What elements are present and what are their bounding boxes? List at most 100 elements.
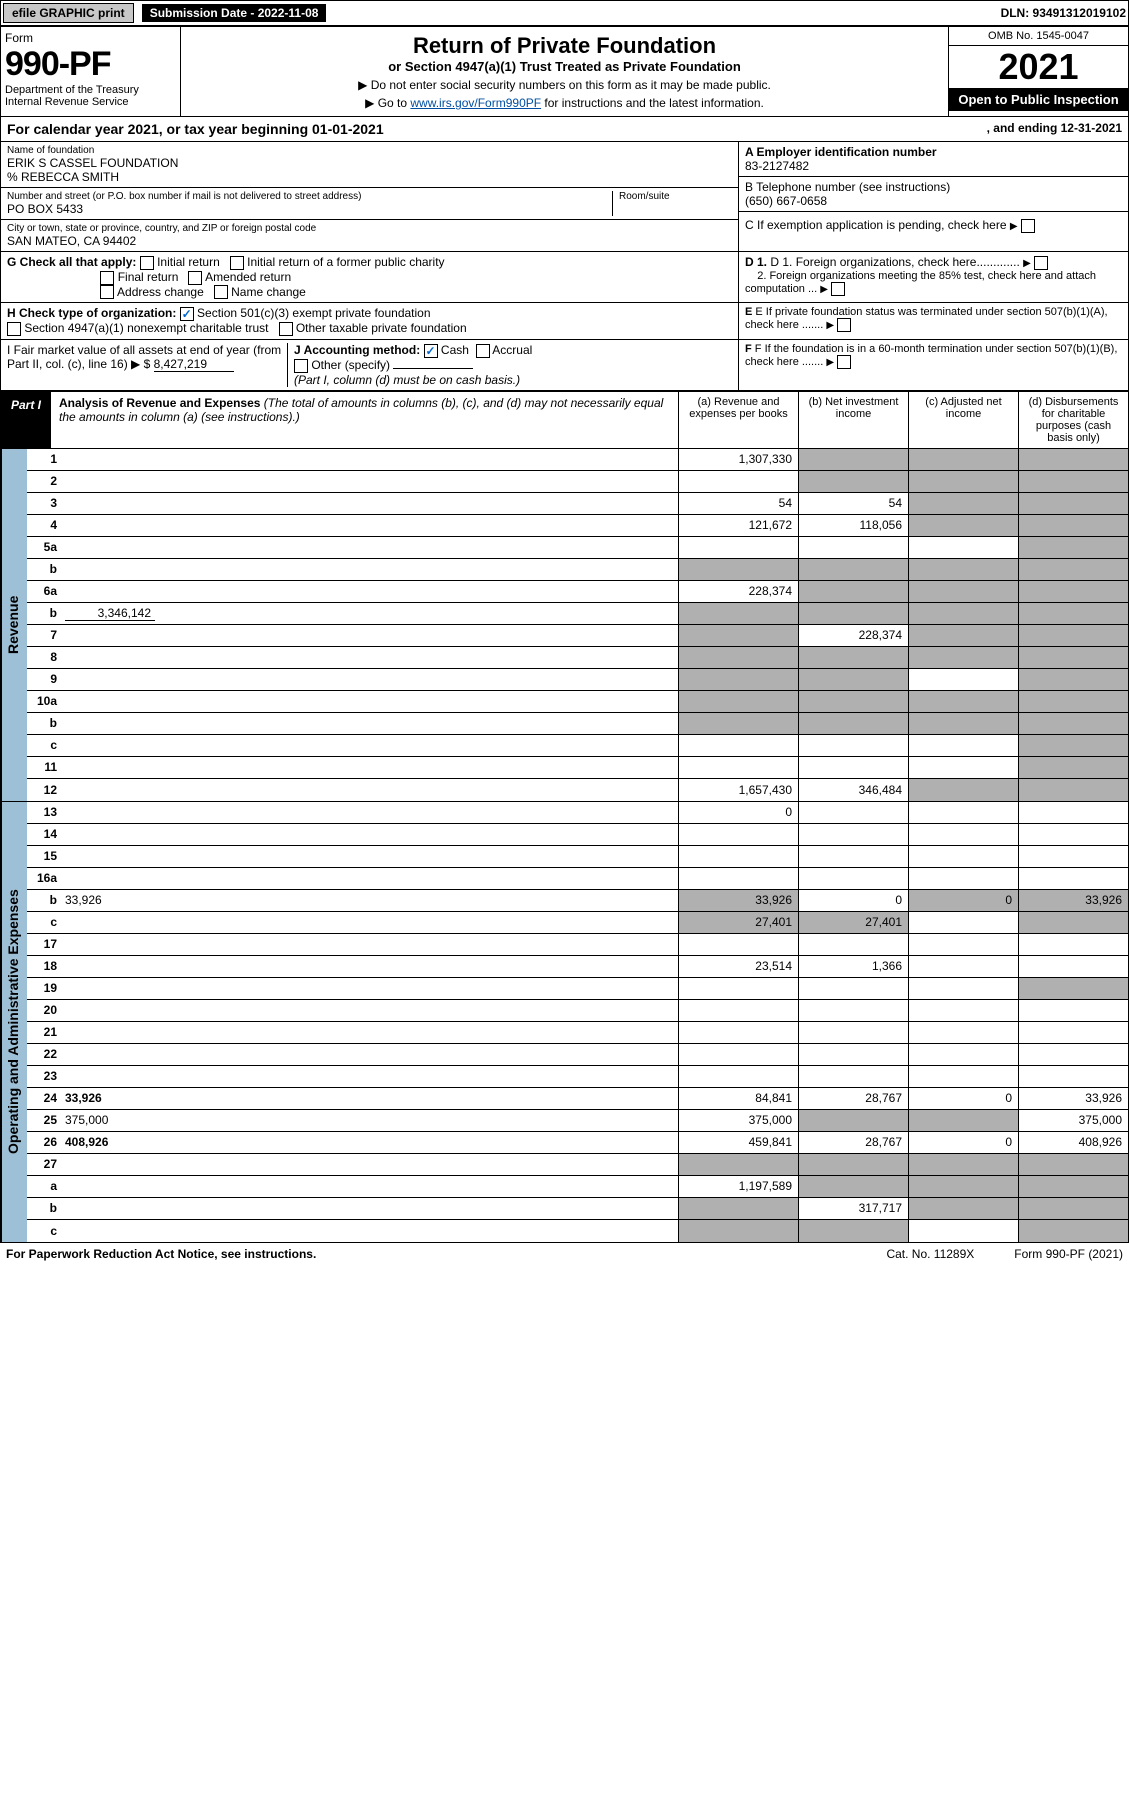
- subval: 3,346,142: [65, 606, 155, 621]
- rev-7-col-d: [1018, 625, 1128, 646]
- g-address: Address change: [117, 285, 204, 299]
- line-num: 26: [27, 1133, 61, 1151]
- tax-year: 2021: [949, 46, 1128, 88]
- exp-16a-col-d: [1018, 868, 1128, 889]
- name-change-chk[interactable]: [214, 285, 228, 299]
- instructions-link[interactable]: www.irs.gov/Form990PF: [410, 96, 541, 110]
- rev-9-col-a: [678, 669, 798, 690]
- exp-19-col-c: [908, 978, 1018, 999]
- rev-9-col-c: [908, 669, 1018, 690]
- rev-10a-col-a: [678, 691, 798, 712]
- c-checkbox[interactable]: [1021, 219, 1035, 233]
- address-change-chk[interactable]: [100, 285, 114, 299]
- exp-c-col-d: [1018, 912, 1128, 933]
- rev-c-col-c: [908, 735, 1018, 756]
- form-label: Form: [5, 31, 176, 45]
- h-501c3-chk[interactable]: [180, 307, 194, 321]
- i-label: I Fair market value of all assets at end…: [7, 343, 281, 371]
- h-4947: Section 4947(a)(1) nonexempt charitable …: [24, 321, 268, 335]
- exp-22-col-b: [798, 1044, 908, 1065]
- fmv-value: 8,427,219: [154, 357, 234, 372]
- exp-15-col-b: [798, 846, 908, 867]
- part1-label: Part I: [1, 392, 51, 448]
- line-num: b: [27, 604, 61, 622]
- exp-24-col-a: 84,841: [678, 1088, 798, 1109]
- line-num: 9: [27, 670, 61, 688]
- j-cash-chk[interactable]: [424, 344, 438, 358]
- efile-print-button[interactable]: efile GRAPHIC print: [3, 3, 134, 23]
- form-title: Return of Private Foundation: [187, 33, 942, 59]
- calendar-year-begin: For calendar year 2021, or tax year begi…: [1, 117, 981, 141]
- rev-8-col-c: [908, 647, 1018, 668]
- d2-chk[interactable]: [831, 282, 845, 296]
- line-num: 2: [27, 472, 61, 490]
- line-num: 12: [27, 781, 61, 799]
- exp-21-col-b: [798, 1022, 908, 1043]
- rev-3-col-a: 54: [678, 493, 798, 514]
- j-note: (Part I, column (d) must be on cash basi…: [294, 373, 520, 387]
- ein-label: A Employer identification number: [745, 145, 1122, 159]
- line-num: 6a: [27, 582, 61, 600]
- exp-line-23-desc: [61, 1074, 678, 1078]
- h-4947-chk[interactable]: [7, 322, 21, 336]
- rev-11-col-b: [798, 757, 908, 778]
- exp-20-col-a: [678, 1000, 798, 1021]
- rev-7-col-a: [678, 625, 798, 646]
- exp-25-col-d: 375,000: [1018, 1110, 1128, 1131]
- dept: Department of the Treasury Internal Reve…: [5, 84, 176, 108]
- initial-former-chk[interactable]: [230, 256, 244, 270]
- rev-3-col-c: [908, 493, 1018, 514]
- rev-4-col-b: 118,056: [798, 515, 908, 536]
- d1-chk[interactable]: [1034, 256, 1048, 270]
- exp-27-col-b: [798, 1154, 908, 1175]
- exp-14-col-d: [1018, 824, 1128, 845]
- exp-25-col-a: 375,000: [678, 1110, 798, 1131]
- exp-c-col-a: [678, 1220, 798, 1242]
- j-accrual-chk[interactable]: [476, 344, 490, 358]
- rev-b-col-b: [798, 713, 908, 734]
- note-ssn: ▶ Do not enter social security numbers o…: [187, 78, 942, 92]
- exp-a-col-b: [798, 1176, 908, 1197]
- exp-line-20-desc: [61, 1008, 678, 1012]
- col-a-hdr: (a) Revenue and expenses per books: [678, 392, 798, 448]
- exp-line-16a-desc: [61, 876, 678, 880]
- exp-16a-col-c: [908, 868, 1018, 889]
- rev-line-10a-desc: [61, 699, 678, 703]
- line-num: b: [27, 560, 61, 578]
- rev-10a-col-c: [908, 691, 1018, 712]
- form-subtitle: or Section 4947(a)(1) Trust Treated as P…: [187, 59, 942, 74]
- rev-b-col-c: [908, 603, 1018, 624]
- rev-b-col-d: [1018, 713, 1128, 734]
- exp-20-col-d: [1018, 1000, 1128, 1021]
- exp-a-col-a: 1,197,589: [678, 1176, 798, 1197]
- final-return-chk[interactable]: [100, 271, 114, 285]
- line-num: b: [27, 891, 61, 909]
- exp-line-24-desc: 33,926: [61, 1089, 678, 1107]
- exp-21-col-c: [908, 1022, 1018, 1043]
- rev-11-col-d: [1018, 757, 1128, 778]
- rev-5a-col-d: [1018, 537, 1128, 558]
- g-final: Final return: [118, 270, 179, 284]
- rev-10a-col-d: [1018, 691, 1128, 712]
- rev-c-col-a: [678, 735, 798, 756]
- h-other-chk[interactable]: [279, 322, 293, 336]
- rev-b-col-a: [678, 713, 798, 734]
- amended-chk[interactable]: [188, 271, 202, 285]
- rev-1-col-b: [798, 449, 908, 470]
- e-chk[interactable]: [837, 318, 851, 332]
- col-c-hdr: (c) Adjusted net income: [908, 392, 1018, 448]
- rev-2-col-d: [1018, 471, 1128, 492]
- rev-line-4-desc: [61, 523, 678, 527]
- f-chk[interactable]: [837, 355, 851, 369]
- rev-4-col-c: [908, 515, 1018, 536]
- rev-8-col-a: [678, 647, 798, 668]
- h-other: Other taxable private foundation: [296, 321, 467, 335]
- j-other-chk[interactable]: [294, 359, 308, 373]
- rev-12-col-b: 346,484: [798, 779, 908, 801]
- exp-26-col-a: 459,841: [678, 1132, 798, 1153]
- exp-19-col-b: [798, 978, 908, 999]
- exp-25-col-c: [908, 1110, 1018, 1131]
- rev-b-col-a: [678, 559, 798, 580]
- initial-return-chk[interactable]: [140, 256, 154, 270]
- exp-13-col-a: 0: [678, 802, 798, 823]
